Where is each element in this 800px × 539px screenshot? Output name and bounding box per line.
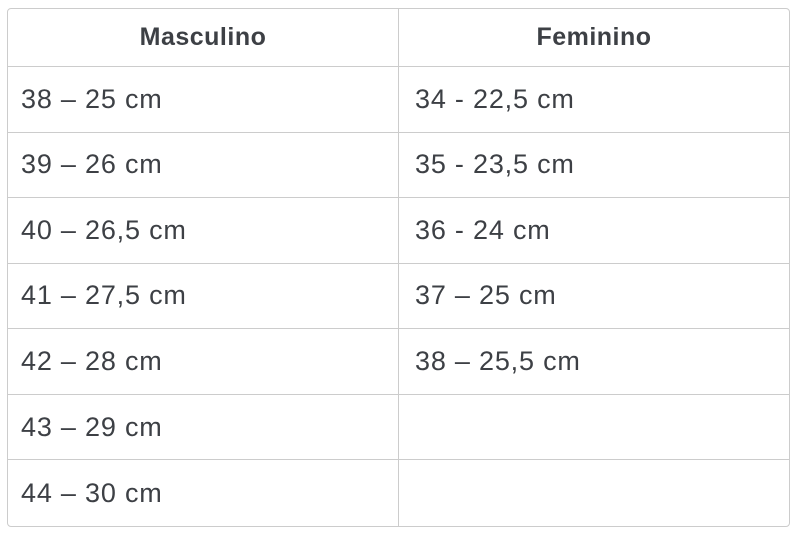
column-header-feminino: Feminino bbox=[399, 9, 789, 67]
table-cell-masculino-43: 43 – 29 cm bbox=[8, 394, 399, 461]
table-cell-feminino-empty-2 bbox=[399, 460, 789, 526]
table-cell-masculino-39: 39 – 26 cm bbox=[8, 132, 399, 199]
table-cell-feminino-38: 38 – 25,5 cm bbox=[399, 329, 789, 395]
table-cell-feminino-36: 36 - 24 cm bbox=[399, 198, 789, 264]
table-cell-feminino-empty-1 bbox=[399, 395, 789, 461]
table-cell-feminino-37: 37 – 25 cm bbox=[399, 264, 789, 330]
table-cell-masculino-42: 42 – 28 cm bbox=[8, 329, 399, 395]
table-cell-feminino-34: 34 - 22,5 cm bbox=[399, 67, 789, 133]
table-cell-masculino-40: 40 – 26,5 cm bbox=[8, 198, 399, 264]
shoe-size-table: Masculino Feminino 38 – 25 cm 34 - 22,5 … bbox=[7, 8, 790, 527]
table-cell-masculino-38: 38 – 25 cm bbox=[8, 67, 399, 133]
table-cell-masculino-44: 44 – 30 cm bbox=[8, 460, 399, 526]
table-cell-masculino-41: 41 – 27,5 cm bbox=[8, 263, 399, 330]
column-header-masculino: Masculino bbox=[8, 9, 399, 67]
table-cell-feminino-35: 35 - 23,5 cm bbox=[399, 133, 789, 199]
